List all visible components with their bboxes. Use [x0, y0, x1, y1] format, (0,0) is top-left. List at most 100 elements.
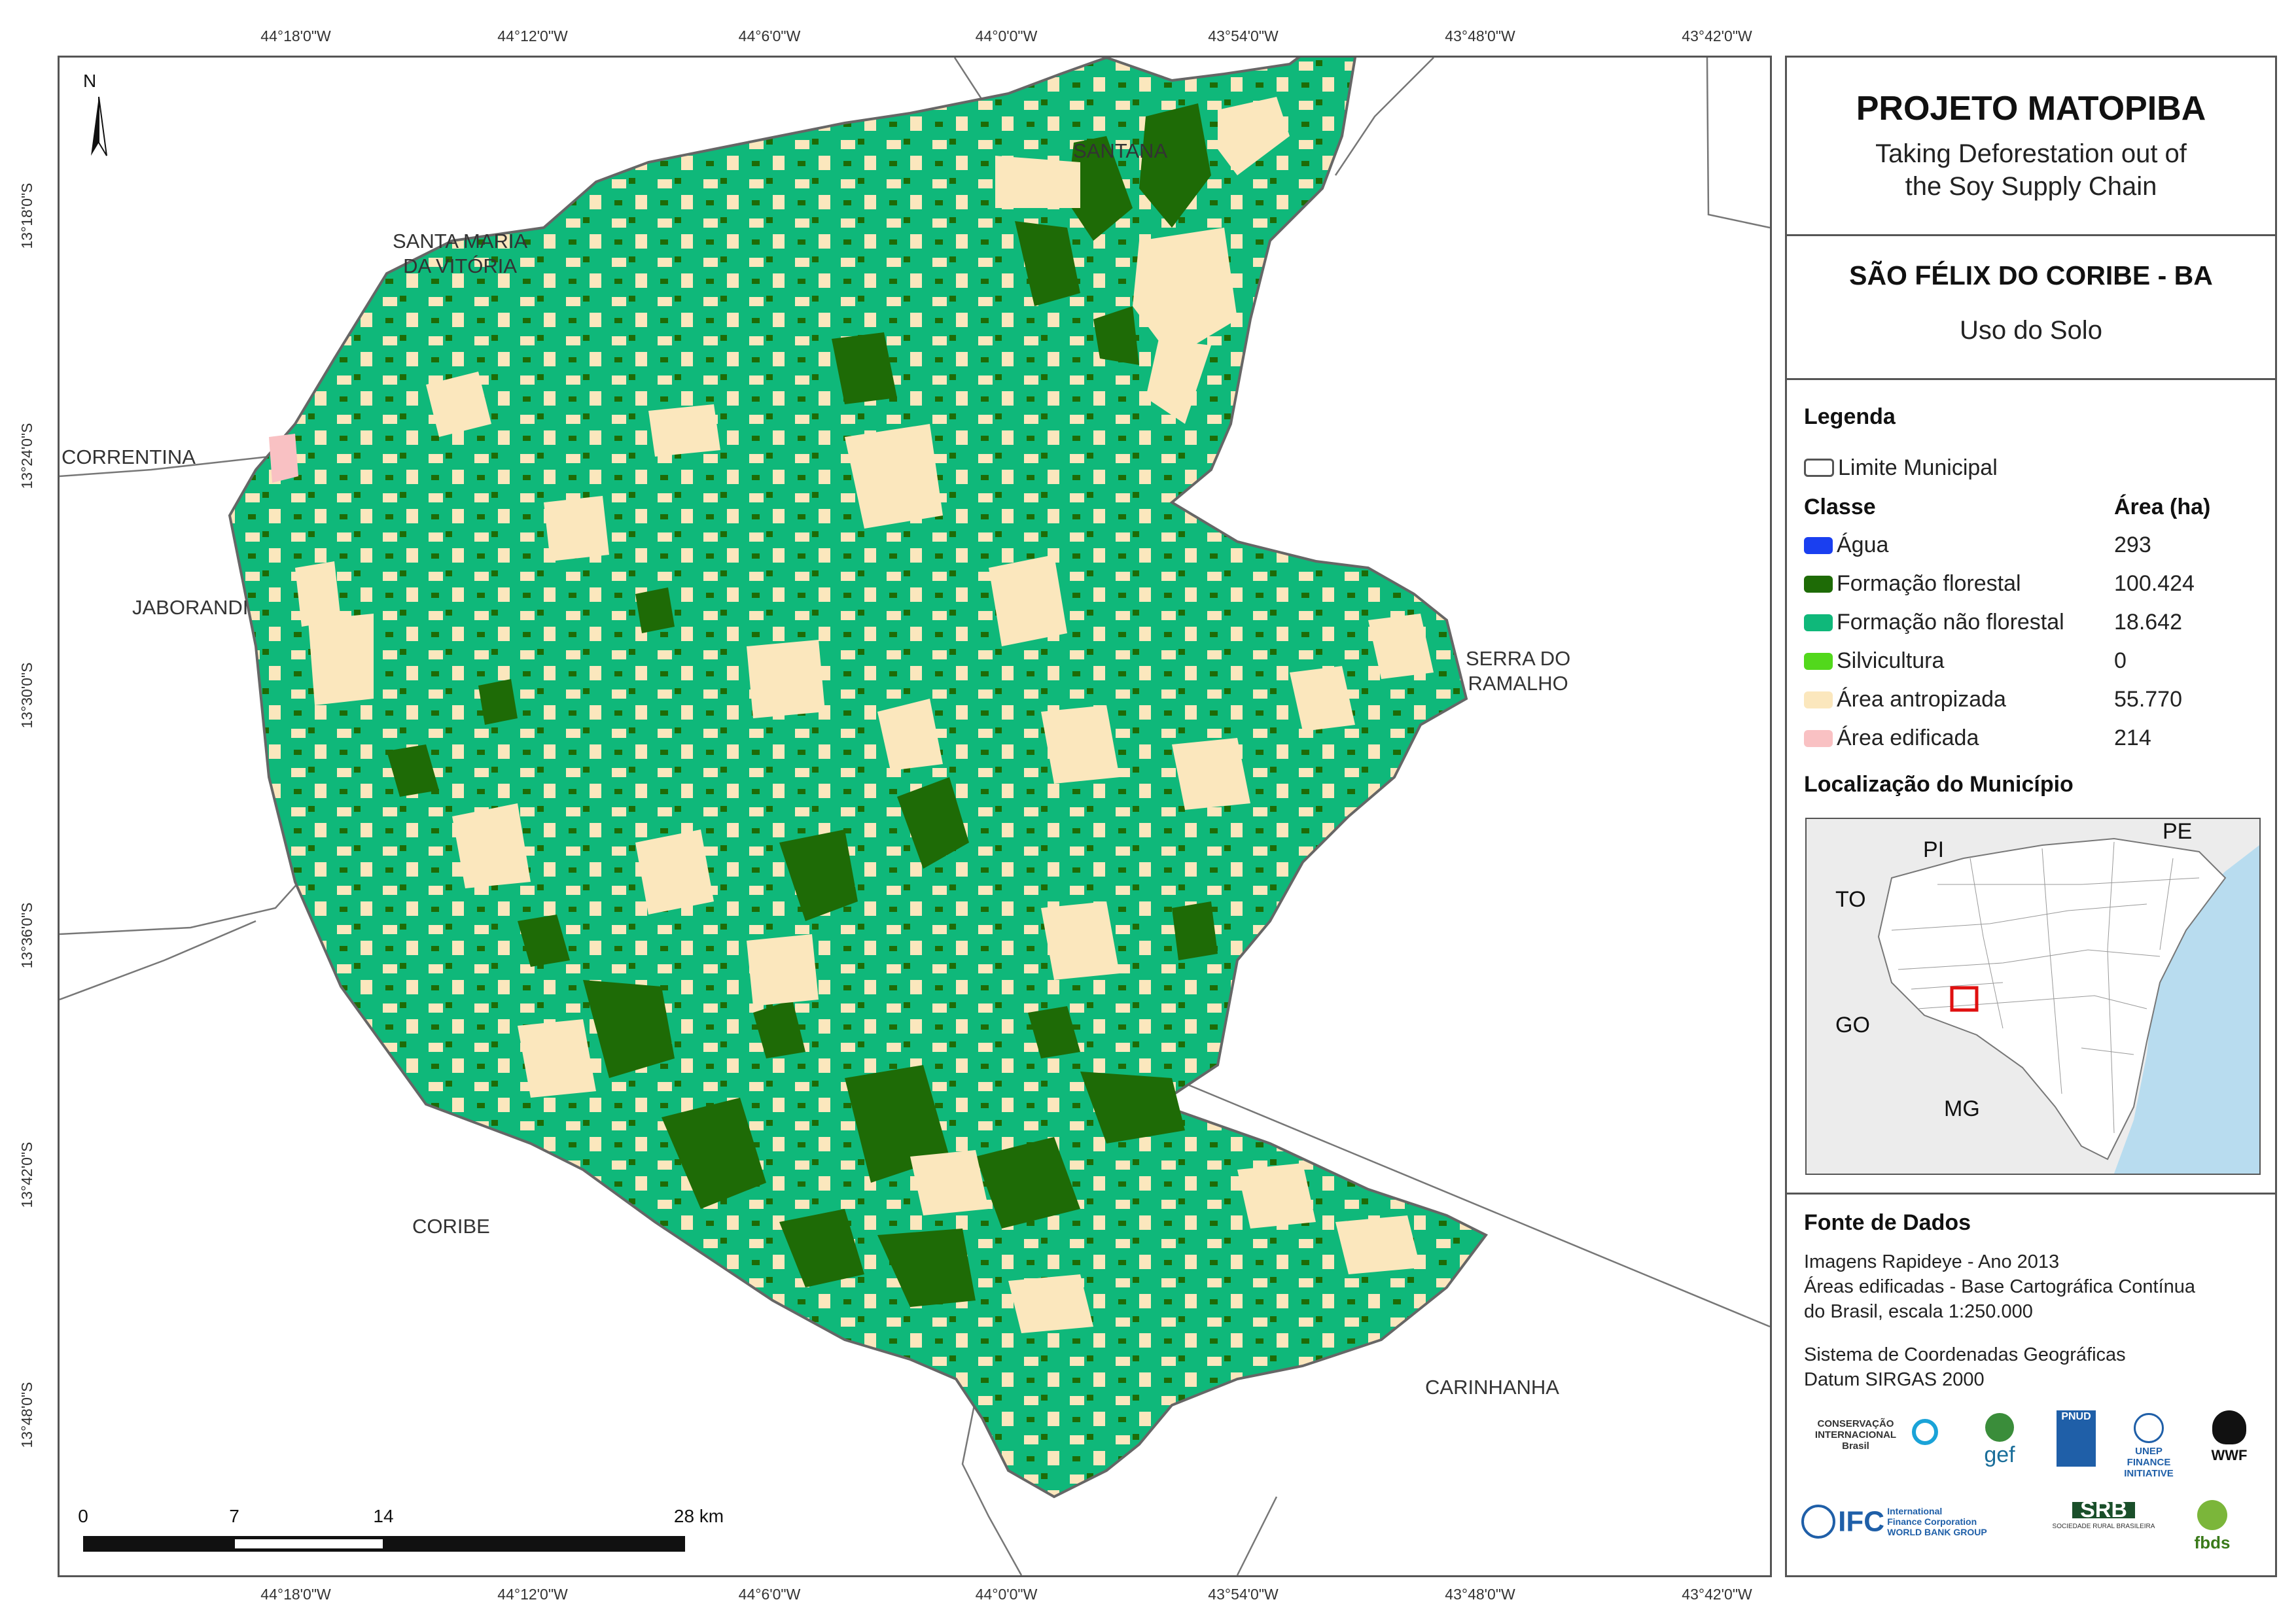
source-line: Imagens Rapideye - Ano 2013: [1804, 1251, 2060, 1272]
gef-logo: gef: [1970, 1413, 2029, 1468]
divider: [1787, 234, 2275, 236]
area-value: 18.642: [2114, 610, 2182, 635]
latitude-label: 13°48'0"S: [18, 1382, 35, 1448]
color-swatch: [1804, 653, 1833, 670]
inset-label-pi: PI: [1923, 837, 1945, 862]
ifc-globe-icon: [1801, 1505, 1835, 1539]
boundary-swatch: [1804, 459, 1834, 477]
area-value: 55.770: [2114, 687, 2182, 712]
longitude-label: 44°6'0"W: [738, 1586, 801, 1603]
scale-label: 7: [229, 1506, 239, 1526]
globe-icon: [1985, 1413, 2014, 1442]
color-swatch: [1804, 537, 1833, 554]
longitude-label: 43°54'0"W: [1208, 1586, 1279, 1603]
legend-class-agua: Água: [1804, 532, 1888, 558]
inset-label-to: TO: [1835, 887, 1866, 912]
place-label-jaborandi: JABORANDI: [132, 596, 249, 619]
longitude-label: 44°0'0"W: [975, 1586, 1038, 1603]
legend-class-area-edificada: Área edificada: [1804, 725, 1979, 751]
conservacao-internacional-logo: CONSERVAÇÃO INTERNACIONAL Brasil: [1814, 1418, 1897, 1452]
legend-boundary: Limite Municipal: [1804, 455, 1998, 481]
place-label-correntina: CORRENTINA: [62, 445, 196, 468]
project-subtitle: Taking Deforestation out of the Soy Suppl…: [1875, 139, 2187, 201]
place-label-serra-do-ramalho: SERRA DO RAMALHO: [1466, 647, 1571, 695]
longitude-label: 43°42'0"W: [1682, 1586, 1752, 1603]
pnud-logo: PNUD: [2057, 1410, 2096, 1467]
legend-class-silvicultura: Silvicultura: [1804, 648, 1944, 674]
divider: [1787, 1193, 2275, 1195]
north-label: N: [83, 71, 97, 91]
panda-icon: [2212, 1410, 2246, 1444]
latitude-label: 13°30'0"S: [18, 662, 35, 729]
color-swatch: [1804, 691, 1833, 708]
unep-globe-icon: [2134, 1413, 2164, 1443]
map-theme: Uso do Solo: [1960, 316, 2102, 345]
sources-heading: Fonte de Dados: [1804, 1210, 1971, 1235]
longitude-label: 44°12'0"W: [497, 27, 568, 44]
municipality-area: [228, 58, 1489, 1499]
legend-class-area-antropizada: Área antropizada: [1804, 687, 2006, 712]
longitude-label: 44°6'0"W: [738, 27, 801, 44]
color-swatch: [1804, 614, 1833, 631]
location-heading: Localização do Município: [1804, 772, 2074, 797]
latitude-label: 13°18'0"S: [18, 183, 35, 249]
class-heading: Classe: [1804, 495, 1876, 519]
forest-patches: [387, 103, 1218, 1307]
source-line: do Brasil, escala 1:250.000: [1804, 1301, 2033, 1322]
area-value: 100.424: [2114, 571, 2195, 596]
location-inset-map[interactable]: PI PE TO GO MG: [1805, 818, 2261, 1175]
legend-class-formacao-nao-florestal: Formação não florestal: [1804, 610, 2064, 635]
divider: [1787, 378, 2275, 380]
longitude-label: 44°0'0"W: [975, 27, 1038, 44]
scale-bar: [83, 1536, 685, 1552]
scale-label: 14: [373, 1506, 394, 1526]
place-label-coribe: CORIBE: [412, 1215, 490, 1238]
place-label-santa-maria: SANTA MARIA DA VITÓRIA: [393, 230, 528, 277]
project-title: PROJETO MATOPIBA: [1856, 90, 2206, 128]
srb-logo: SRB SOCIEDADE RURAL BRASILEIRA: [2052, 1497, 2155, 1530]
longitude-label: 44°18'0"W: [260, 27, 331, 44]
legend-heading: Legenda: [1804, 404, 1896, 429]
crs-line: Datum SIRGAS 2000: [1804, 1369, 1985, 1390]
longitude-label: 44°18'0"W: [260, 1586, 331, 1603]
built-up-area: [269, 434, 298, 483]
ci-ring-icon: [1912, 1419, 1938, 1445]
inset-label-go: GO: [1835, 1013, 1870, 1038]
crs-line: Sistema de Coordenadas Geográficas: [1804, 1344, 2126, 1365]
inset-label-mg: MG: [1944, 1096, 1980, 1121]
info-panel: PROJETO MATOPIBA Taking Deforestation ou…: [1785, 56, 2277, 1577]
longitude-label: 43°42'0"W: [1682, 27, 1752, 44]
source-line: Áreas edificadas - Base Cartográfica Con…: [1804, 1276, 2196, 1297]
scale-label: 0: [78, 1506, 88, 1526]
wwf-logo: WWF: [2203, 1410, 2255, 1463]
ifc-logo: IFC International Finance Corporation WORL…: [1801, 1505, 1998, 1539]
fbds-logo: fbds: [2180, 1500, 2245, 1552]
latitude-label: 13°42'0"S: [18, 1142, 35, 1208]
longitude-label: 44°12'0"W: [497, 1586, 568, 1603]
area-heading: Área (ha): [2114, 495, 2211, 519]
color-swatch: [1804, 576, 1833, 593]
location-marker: [1950, 986, 1979, 1012]
place-label-santana: SANTANA: [1073, 139, 1168, 162]
inset-map-svg: [1807, 819, 2259, 1174]
longitude-label: 43°54'0"W: [1208, 27, 1279, 44]
leaf-icon: [2197, 1500, 2227, 1530]
area-value: 214: [2114, 725, 2151, 750]
map-frame[interactable]: N: [58, 56, 1772, 1577]
north-arrow-icon: [91, 96, 107, 156]
latitude-label: 13°36'0"S: [18, 902, 35, 969]
anthropized-patches: [295, 97, 1434, 1333]
unep-fi-logo: UNEP FINANCE INITIATIVE: [2119, 1413, 2178, 1479]
legend-class-formacao-florestal: Formação florestal: [1804, 571, 2021, 597]
place-label-carinhanha: CARINHANHA: [1425, 1376, 1559, 1399]
municipality-title: SÃO FÉLIX DO CORIBE - BA: [1849, 260, 2213, 290]
longitude-label: 43°48'0"W: [1445, 27, 1515, 44]
area-value: 293: [2114, 532, 2151, 557]
color-swatch: [1804, 730, 1833, 747]
area-value: 0: [2114, 648, 2127, 673]
inset-label-pe: PE: [2163, 819, 2193, 844]
scale-label: 28 km: [673, 1506, 724, 1526]
longitude-label: 43°48'0"W: [1445, 1586, 1515, 1603]
land-use-map[interactable]: [60, 58, 1770, 1575]
latitude-label: 13°24'0"S: [18, 423, 35, 489]
